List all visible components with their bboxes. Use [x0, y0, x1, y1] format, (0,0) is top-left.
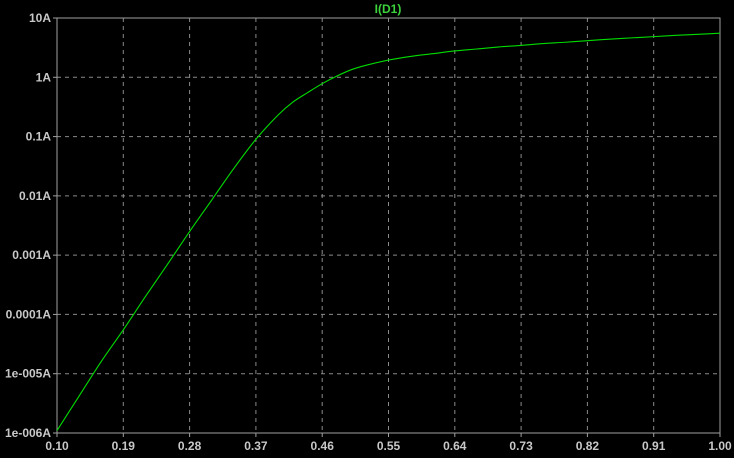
- x-tick-label: 0.46: [311, 439, 335, 453]
- x-tick-label: 0.55: [377, 439, 401, 453]
- x-tick-label: 0.10: [45, 439, 69, 453]
- x-tick-label: 0.37: [244, 439, 268, 453]
- axis-layer: 0.10 0.19 0.28 0.37 0.46 0.55 0.64 0.73 0.82 0.91…: [5, 11, 732, 453]
- x-tick-label: 0.73: [509, 439, 533, 453]
- y-tick-label: 1e-006A: [5, 426, 51, 440]
- y-tick-label: 1e-005A: [5, 367, 51, 381]
- chart-title: I(D1): [375, 2, 402, 16]
- y-tick-label: 1A: [36, 70, 52, 84]
- y-tick-label: 0.1A: [26, 130, 52, 144]
- y-tick-label: 0.0001A: [6, 307, 52, 321]
- x-tick-label: 0.64: [443, 439, 467, 453]
- series-line-i-d1-: [56, 32, 721, 431]
- y-tick-label: 0.01A: [19, 189, 51, 203]
- x-tick-label: 0.28: [178, 439, 202, 453]
- plot-frame: [56, 17, 721, 434]
- x-tick-label: 0.19: [112, 439, 136, 453]
- grid-layer: [57, 18, 720, 433]
- y-tick-label: 0.001A: [12, 248, 51, 262]
- x-tick-label: 1.00: [708, 439, 732, 453]
- trace-layer: [56, 32, 721, 431]
- y-tick-label: 10A: [29, 11, 51, 25]
- x-tick-label: 0.82: [576, 439, 600, 453]
- x-tick-label: 0.91: [642, 439, 666, 453]
